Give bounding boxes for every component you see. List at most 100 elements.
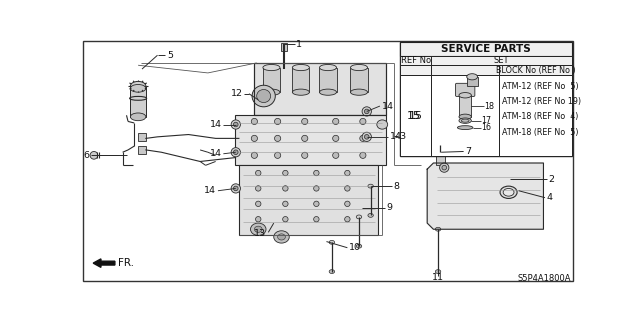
Circle shape xyxy=(345,170,350,176)
Text: 14: 14 xyxy=(210,120,222,129)
Circle shape xyxy=(362,132,371,141)
Text: 10: 10 xyxy=(349,243,361,252)
Ellipse shape xyxy=(351,89,367,95)
Bar xyxy=(292,68,309,92)
Bar xyxy=(431,75,499,156)
Bar xyxy=(263,68,280,92)
Circle shape xyxy=(333,152,339,159)
Bar xyxy=(400,75,431,156)
Text: 7: 7 xyxy=(465,147,471,156)
Circle shape xyxy=(345,217,350,222)
Text: 4: 4 xyxy=(547,193,552,202)
Text: 6: 6 xyxy=(83,151,90,160)
Bar xyxy=(431,65,499,75)
Text: ATM-18 (REF No  4): ATM-18 (REF No 4) xyxy=(502,112,579,121)
Bar xyxy=(235,115,386,165)
Bar xyxy=(467,77,477,86)
Text: 1: 1 xyxy=(296,40,302,49)
Ellipse shape xyxy=(329,270,335,273)
Circle shape xyxy=(364,135,369,139)
Ellipse shape xyxy=(458,126,473,130)
Bar xyxy=(351,68,367,92)
Bar xyxy=(400,42,572,156)
Ellipse shape xyxy=(319,89,337,95)
Text: 8: 8 xyxy=(394,182,400,191)
Text: 14: 14 xyxy=(204,186,216,195)
Text: 13: 13 xyxy=(254,229,266,238)
Text: 14: 14 xyxy=(210,149,222,158)
Ellipse shape xyxy=(500,186,517,198)
Polygon shape xyxy=(428,163,543,229)
Bar xyxy=(499,75,572,156)
Bar xyxy=(138,133,146,141)
Bar xyxy=(319,68,337,92)
Ellipse shape xyxy=(254,226,262,232)
Ellipse shape xyxy=(278,234,285,240)
Ellipse shape xyxy=(329,241,335,244)
Ellipse shape xyxy=(356,244,362,248)
Text: ATM-12 (REF No  5): ATM-12 (REF No 5) xyxy=(502,82,579,91)
Bar xyxy=(459,95,472,117)
Circle shape xyxy=(301,135,308,141)
Ellipse shape xyxy=(368,184,373,188)
FancyBboxPatch shape xyxy=(456,83,475,96)
Ellipse shape xyxy=(257,90,271,103)
Circle shape xyxy=(231,148,241,157)
Circle shape xyxy=(234,150,238,154)
Circle shape xyxy=(301,118,308,124)
Ellipse shape xyxy=(356,215,362,219)
Bar xyxy=(400,56,431,65)
Text: SET: SET xyxy=(494,56,509,65)
Circle shape xyxy=(283,201,288,206)
Text: 15: 15 xyxy=(407,111,421,121)
Circle shape xyxy=(440,163,449,172)
Ellipse shape xyxy=(319,64,337,70)
Circle shape xyxy=(314,201,319,206)
Circle shape xyxy=(252,118,257,124)
Bar xyxy=(400,56,572,65)
Circle shape xyxy=(252,135,257,141)
Text: 9: 9 xyxy=(386,203,392,212)
Ellipse shape xyxy=(467,74,477,80)
Circle shape xyxy=(442,165,447,170)
Circle shape xyxy=(255,170,261,176)
Ellipse shape xyxy=(131,85,146,92)
Text: REF No: REF No xyxy=(401,56,431,65)
Text: 14: 14 xyxy=(381,101,394,111)
Bar xyxy=(499,65,572,75)
Text: ATM-18 (REF No  5): ATM-18 (REF No 5) xyxy=(502,128,579,137)
Ellipse shape xyxy=(131,81,146,91)
Circle shape xyxy=(255,201,261,206)
Text: SERVICE PARTS: SERVICE PARTS xyxy=(441,44,531,54)
Circle shape xyxy=(345,201,350,206)
Bar xyxy=(239,165,378,235)
Ellipse shape xyxy=(131,113,146,121)
Text: S5P4A1800A: S5P4A1800A xyxy=(518,274,572,283)
Ellipse shape xyxy=(435,227,441,231)
Text: 12: 12 xyxy=(231,89,243,98)
Circle shape xyxy=(231,184,241,193)
Text: 18: 18 xyxy=(484,101,495,111)
Bar xyxy=(131,86,146,117)
Circle shape xyxy=(345,186,350,191)
Text: 17: 17 xyxy=(481,116,492,125)
Text: 2: 2 xyxy=(548,175,554,184)
Ellipse shape xyxy=(459,93,472,98)
Circle shape xyxy=(314,217,319,222)
Circle shape xyxy=(252,152,257,159)
Ellipse shape xyxy=(250,223,266,235)
Circle shape xyxy=(283,186,288,191)
Circle shape xyxy=(314,186,319,191)
Ellipse shape xyxy=(252,85,275,107)
Text: 14: 14 xyxy=(390,132,402,141)
Circle shape xyxy=(333,118,339,124)
Circle shape xyxy=(360,152,366,159)
Bar xyxy=(138,146,146,154)
Ellipse shape xyxy=(461,119,469,122)
Ellipse shape xyxy=(292,89,309,95)
Circle shape xyxy=(275,152,281,159)
Circle shape xyxy=(231,120,241,129)
Ellipse shape xyxy=(377,120,388,129)
Ellipse shape xyxy=(292,64,309,70)
Circle shape xyxy=(314,170,319,176)
